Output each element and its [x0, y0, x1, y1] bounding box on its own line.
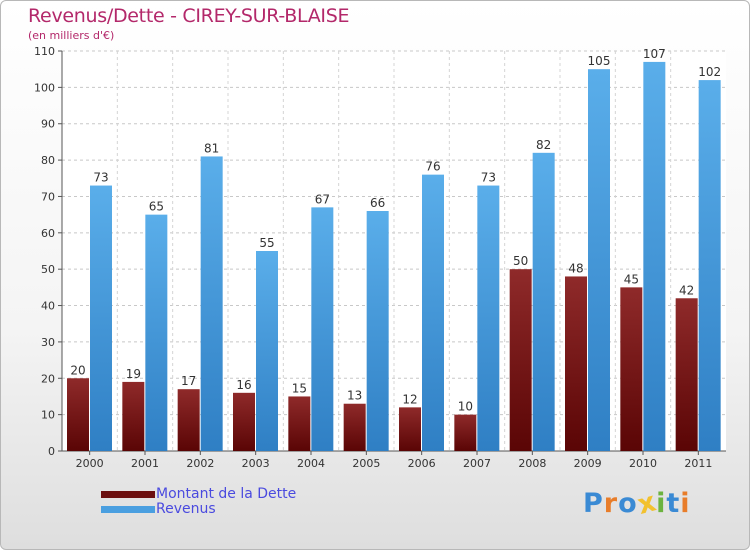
- value-label-dette: 16: [236, 378, 251, 392]
- value-label-revenus: 102: [698, 65, 721, 79]
- bar-dette: [177, 389, 200, 451]
- value-label-dette: 45: [624, 272, 639, 286]
- value-label-revenus: 76: [425, 160, 440, 174]
- bar-dette: [67, 378, 89, 451]
- bar-dette: [454, 414, 477, 451]
- y-tick-label: 10: [41, 409, 55, 422]
- y-tick-label: 110: [34, 45, 55, 58]
- value-label-dette: 48: [568, 261, 583, 275]
- y-tick-label: 80: [41, 154, 55, 167]
- x-tick-label: 2009: [574, 457, 602, 470]
- y-tick-label: 50: [41, 263, 55, 276]
- bar-dette: [122, 381, 145, 451]
- value-label-dette: 50: [513, 254, 528, 268]
- bar-revenus: [532, 152, 555, 451]
- bar-revenus: [643, 61, 666, 452]
- chart-subtitle: (en milliers d'€): [28, 29, 115, 42]
- y-tick-label: 20: [41, 372, 55, 385]
- value-label-dette: 19: [126, 367, 141, 381]
- value-label-dette: 42: [679, 283, 694, 297]
- y-tick-label: 100: [34, 81, 55, 94]
- x-tick-label: 2010: [629, 457, 657, 470]
- grid-layer: [58, 50, 726, 455]
- logo-letter: t: [666, 488, 681, 519]
- legend-swatch-debt: [101, 491, 155, 498]
- value-label-dette: 17: [181, 374, 196, 388]
- bar-revenus: [200, 156, 223, 452]
- value-label-revenus: 82: [536, 138, 551, 152]
- proxiti-logo: Proxiti: [583, 486, 691, 521]
- x-tick-label: 2008: [518, 457, 546, 470]
- logo-letter: r: [603, 488, 619, 519]
- x-tick-label: 2001: [131, 457, 159, 470]
- label-layer: 0 10 20 30 40 50 60 70 80 90 100 110 20 73 2000 19 65 200…: [34, 45, 721, 470]
- x-tick-label: 2004: [297, 457, 325, 470]
- y-tick-label: 60: [41, 227, 55, 240]
- bar-layer: [67, 61, 721, 452]
- x-tick-label: 2007: [463, 457, 491, 470]
- bar-dette: [620, 287, 643, 451]
- value-label-dette: 10: [458, 400, 473, 414]
- value-label-revenus: 73: [93, 171, 108, 185]
- bar-dette: [675, 298, 698, 451]
- value-label-dette: 13: [347, 389, 362, 403]
- value-label-revenus: 73: [481, 171, 496, 185]
- bar-revenus: [145, 214, 168, 451]
- y-tick-label: 40: [41, 300, 55, 313]
- x-tick-label: 2003: [242, 457, 270, 470]
- x-tick-label: 2006: [408, 457, 436, 470]
- value-label-revenus: 66: [370, 196, 385, 210]
- value-label-revenus: 107: [643, 47, 666, 61]
- logo-letter: P: [583, 488, 604, 519]
- value-label-dette: 20: [70, 363, 85, 377]
- bar-dette: [233, 392, 255, 451]
- bar-dette: [509, 269, 532, 451]
- value-label-dette: 15: [292, 381, 307, 395]
- x-tick-label: 2005: [352, 457, 380, 470]
- x-tick-label: 2000: [76, 457, 104, 470]
- value-label-revenus: 67: [315, 192, 330, 206]
- bar-dette: [399, 407, 421, 451]
- bar-revenus: [90, 185, 112, 451]
- y-tick-label: 0: [48, 445, 55, 458]
- value-label-revenus: 81: [204, 141, 219, 155]
- legend-swatch-revenus: [101, 506, 155, 513]
- y-tick-label: 90: [41, 118, 55, 131]
- logo-letter: i: [656, 488, 667, 519]
- bar-revenus: [588, 69, 610, 451]
- chart-title: Revenus/Dette - CIREY-SUR-BLAISE: [28, 5, 350, 27]
- bar-revenus: [422, 174, 444, 452]
- legend-label-revenus: Revenus: [156, 501, 216, 517]
- bar-revenus: [366, 211, 389, 451]
- logo-letter: i: [680, 488, 691, 519]
- bar-dette: [288, 396, 311, 451]
- y-tick-label: 70: [41, 190, 55, 203]
- bar-revenus: [477, 185, 500, 451]
- x-tick-label: 2002: [186, 457, 214, 470]
- value-label-dette: 12: [402, 392, 417, 406]
- y-tick-label: 30: [41, 336, 55, 349]
- legend-label-debt: Montant de la Dette: [156, 486, 297, 502]
- bar-dette: [565, 276, 587, 451]
- bar-revenus: [698, 80, 721, 451]
- bar-dette: [343, 403, 366, 451]
- bar-revenus: [311, 207, 334, 451]
- value-label-revenus: 55: [259, 236, 274, 250]
- bar-revenus: [256, 251, 278, 451]
- logo-letter: o: [618, 488, 638, 519]
- value-label-revenus: 65: [149, 200, 164, 214]
- value-label-revenus: 105: [588, 54, 611, 68]
- x-tick-label: 2011: [684, 457, 712, 470]
